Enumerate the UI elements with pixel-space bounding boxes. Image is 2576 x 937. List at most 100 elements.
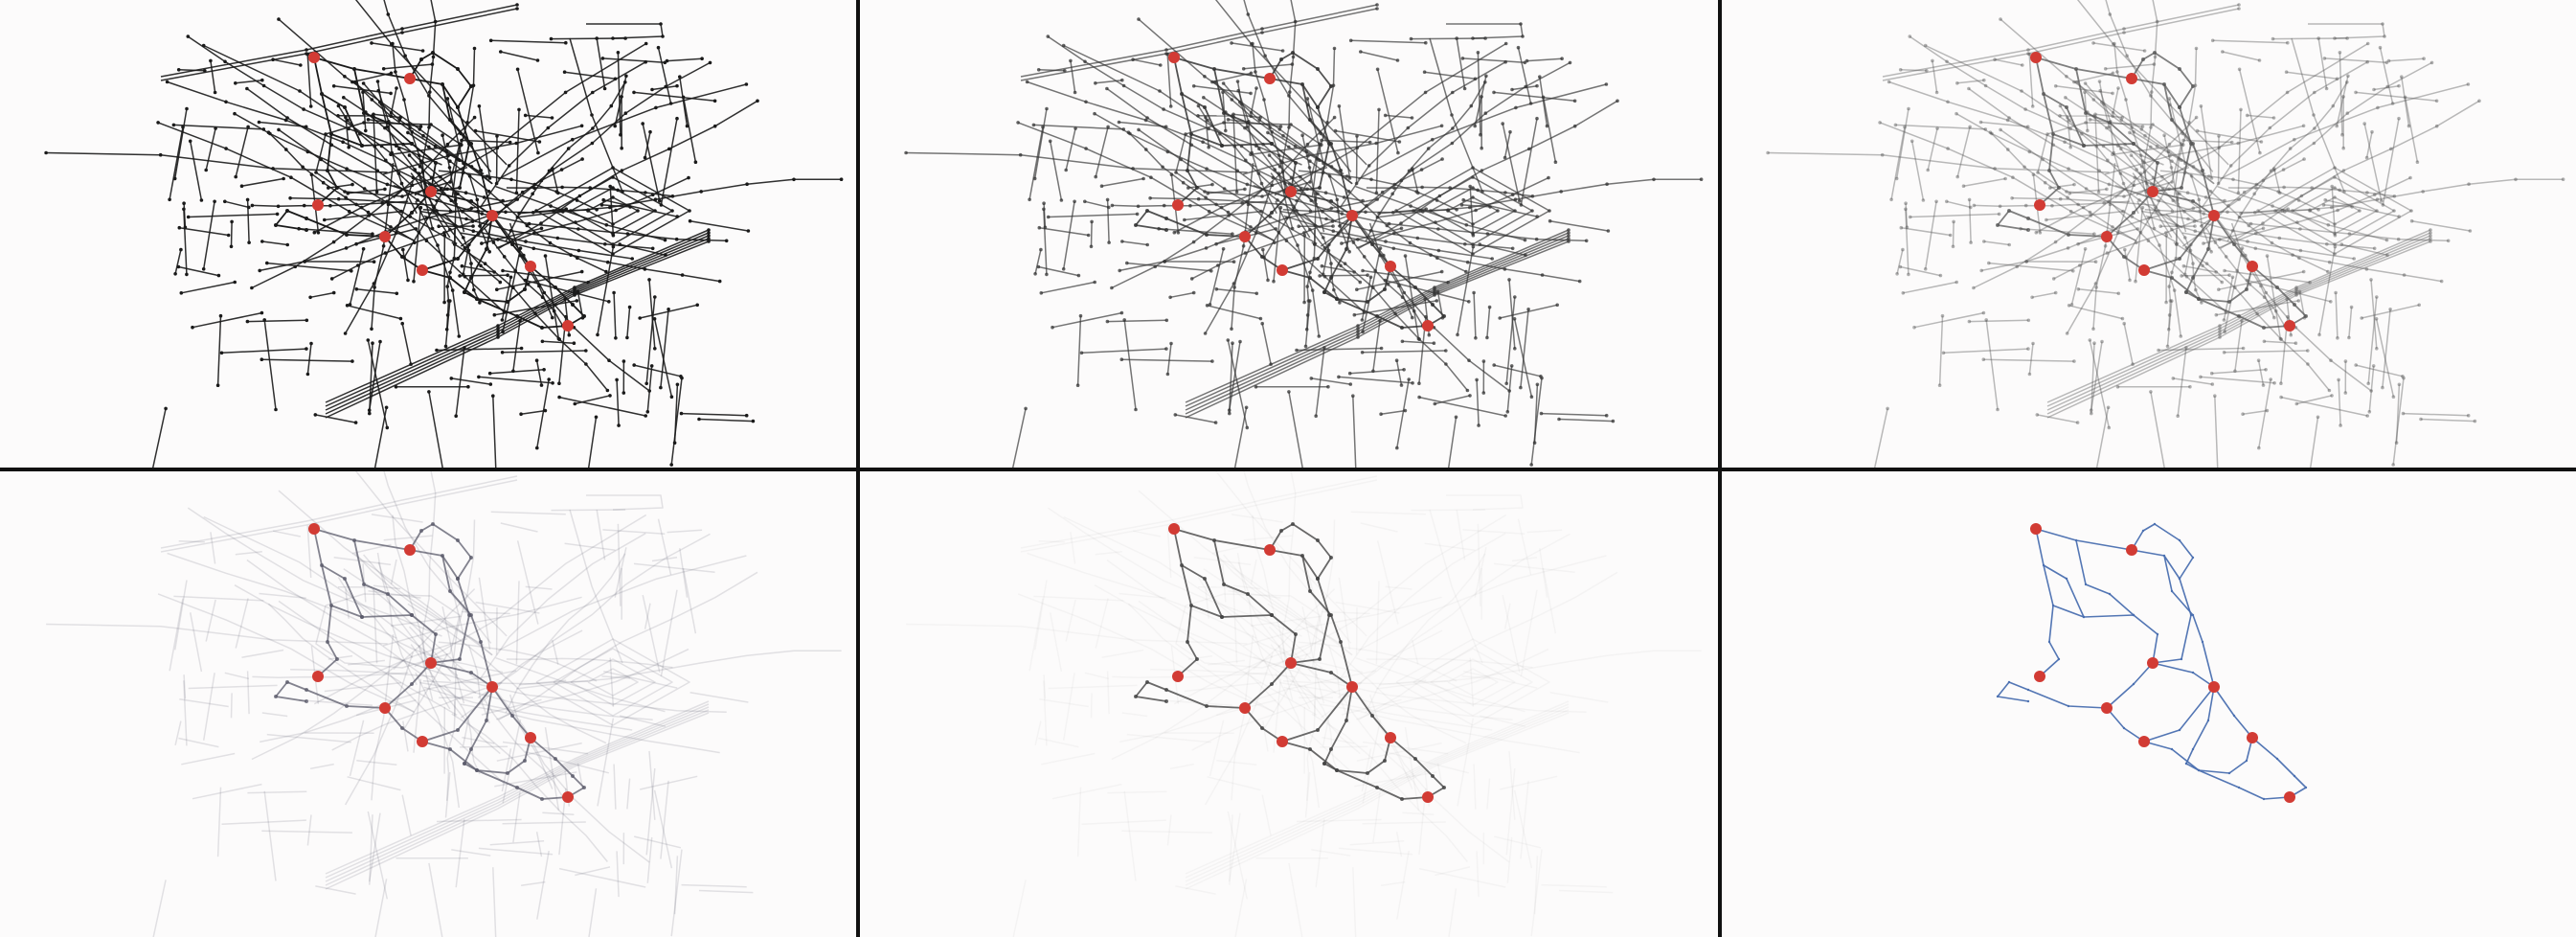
- network-edge: [2046, 238, 2431, 415]
- network-node: [1220, 615, 1224, 619]
- network-node: [418, 165, 422, 169]
- network-node: [1246, 12, 1251, 16]
- network-node: [2365, 41, 2370, 46]
- network-edge: [2104, 125, 2304, 175]
- network-node: [2375, 347, 2379, 351]
- network-node: [1344, 174, 1349, 178]
- network-edge: [1435, 395, 1471, 405]
- network-edge: [502, 350, 586, 354]
- network-edge: [428, 862, 443, 937]
- network-node: [2333, 166, 2337, 170]
- network-edge: [1051, 311, 1122, 329]
- network-node: [2434, 124, 2439, 128]
- network-node: [1335, 197, 1340, 202]
- network-edge: [520, 409, 546, 415]
- network-node: [579, 269, 584, 274]
- network-node: [1351, 240, 1356, 244]
- network-node: [1094, 174, 1097, 179]
- network-node: [2191, 206, 2196, 211]
- network-node: [611, 242, 615, 246]
- network-node: [2140, 205, 2145, 210]
- network-edge: [1355, 218, 1510, 392]
- network-edge: [2035, 166, 2190, 234]
- terminal-node: [2101, 231, 2113, 242]
- network-node: [1059, 198, 1064, 202]
- network-node: [2106, 405, 2111, 410]
- network-node: [448, 159, 452, 163]
- network-node: [343, 75, 347, 79]
- network-node: [1967, 319, 1972, 324]
- network-node: [1451, 90, 1455, 95]
- network-edge: [1322, 244, 1330, 275]
- network-node: [2157, 348, 2160, 353]
- network-node: [2272, 315, 2276, 320]
- network-node: [1084, 100, 1088, 104]
- network-node: [2369, 389, 2373, 393]
- network-node: [316, 231, 321, 235]
- network-edge: [1250, 144, 1322, 155]
- network-node: [384, 405, 389, 410]
- network-edge: [1974, 200, 2131, 208]
- network-node: [2477, 99, 2481, 103]
- network-node: [2105, 126, 2109, 130]
- network-node: [2349, 305, 2354, 309]
- network-node: [305, 52, 308, 56]
- network-node: [257, 120, 261, 125]
- network-edge: [2183, 264, 2217, 273]
- network-edge: [516, 650, 842, 690]
- network-edge: [1429, 509, 1483, 664]
- network-node: [2020, 89, 2023, 93]
- network-edge: [157, 593, 415, 713]
- network-node: [1046, 34, 1051, 38]
- network-node: [1195, 657, 1199, 661]
- network-node: [2170, 180, 2174, 184]
- network-node: [2178, 538, 2181, 542]
- network-node: [2341, 95, 2345, 99]
- network-node: [1468, 205, 1472, 210]
- network-node: [2261, 178, 2266, 183]
- terminal-node: [1422, 791, 1434, 803]
- network-node: [456, 105, 460, 109]
- network-node: [436, 243, 440, 247]
- network-edge: [224, 200, 249, 209]
- network-edge: [2296, 395, 2333, 405]
- network-edge: [1879, 122, 2136, 241]
- network-node: [1331, 224, 1335, 228]
- network-node: [1955, 174, 1959, 179]
- network-edge: [325, 229, 710, 403]
- network-edge: [1360, 51, 1398, 61]
- network-edge: [1063, 515, 1319, 676]
- network-node: [2230, 275, 2235, 280]
- network-node: [2092, 232, 2096, 236]
- network-edge: [1234, 879, 1248, 937]
- network-node: [2271, 116, 2276, 120]
- network-node: [2101, 103, 2106, 106]
- terminal-node: [1277, 264, 1288, 276]
- network-edge: [174, 720, 182, 745]
- network-edge: [1476, 379, 1480, 426]
- network-node: [1162, 107, 1165, 111]
- network-node: [1241, 67, 1246, 71]
- network-edge: [2158, 347, 2244, 352]
- network-node: [386, 592, 390, 596]
- network-edge: [2105, 0, 2214, 172]
- network-edge: [306, 814, 312, 846]
- network-edge: [1890, 126, 1906, 200]
- network-node: [2175, 242, 2179, 246]
- network-node: [551, 315, 554, 320]
- network-node: [260, 78, 264, 82]
- network-node: [2284, 70, 2289, 74]
- network-edge: [2069, 188, 2107, 194]
- network-node: [1518, 198, 1522, 203]
- network-node: [2031, 172, 2036, 176]
- network-node: [2354, 363, 2358, 367]
- network-edge: [2375, 318, 2395, 398]
- network-node: [2293, 774, 2296, 778]
- network-node: [2145, 181, 2149, 186]
- network-node: [360, 144, 364, 148]
- network-node: [461, 210, 464, 214]
- network-edge: [644, 603, 651, 629]
- network-node: [2047, 640, 2051, 644]
- network-edge: [2176, 193, 2179, 245]
